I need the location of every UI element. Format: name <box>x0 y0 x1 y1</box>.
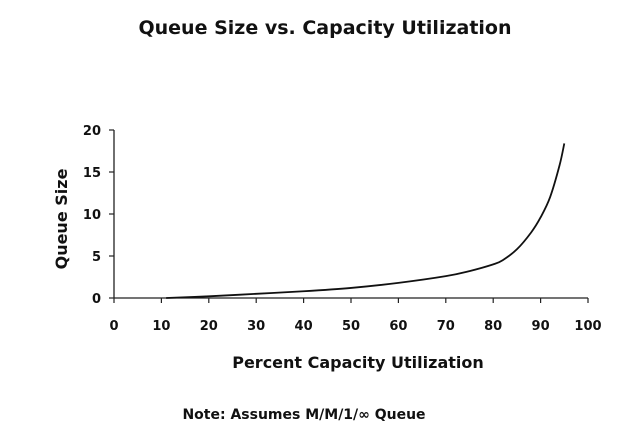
x-tick-label: 90 <box>532 319 550 334</box>
x-tick-label: 70 <box>437 319 455 334</box>
x-axis-title: Percent Capacity Utilization <box>232 353 484 372</box>
y-tick-label: 10 <box>83 208 101 223</box>
ticks <box>109 129 589 303</box>
y-tick-label: 5 <box>92 250 101 265</box>
x-tick-label: 0 <box>109 319 118 334</box>
x-tick-label: 100 <box>574 319 601 334</box>
x-tick-label: 10 <box>152 319 170 334</box>
x-tick-label: 50 <box>342 319 360 334</box>
x-tick-label: 80 <box>484 319 502 334</box>
y-axis-title: Queue Size <box>52 168 71 269</box>
x-tick-label: 20 <box>200 319 218 334</box>
tick-labels: 0 10 20 30 40 50 60 70 80 90 100 0 5 10 15 20 <box>83 124 602 334</box>
y-tick-label: 15 <box>83 166 101 181</box>
chart-note: Note: Assumes M/M/1/∞ Queue <box>182 407 425 423</box>
series <box>166 143 566 299</box>
axes <box>113 130 588 299</box>
x-tick-label: 40 <box>295 319 313 334</box>
chart-title: Queue Size vs. Capacity Utilization <box>138 17 511 39</box>
x-tick-label: 60 <box>389 319 407 334</box>
y-tick-label: 0 <box>92 292 101 307</box>
y-tick-label: 20 <box>83 124 101 139</box>
x-tick-label: 30 <box>247 319 265 334</box>
series-line <box>166 143 566 299</box>
